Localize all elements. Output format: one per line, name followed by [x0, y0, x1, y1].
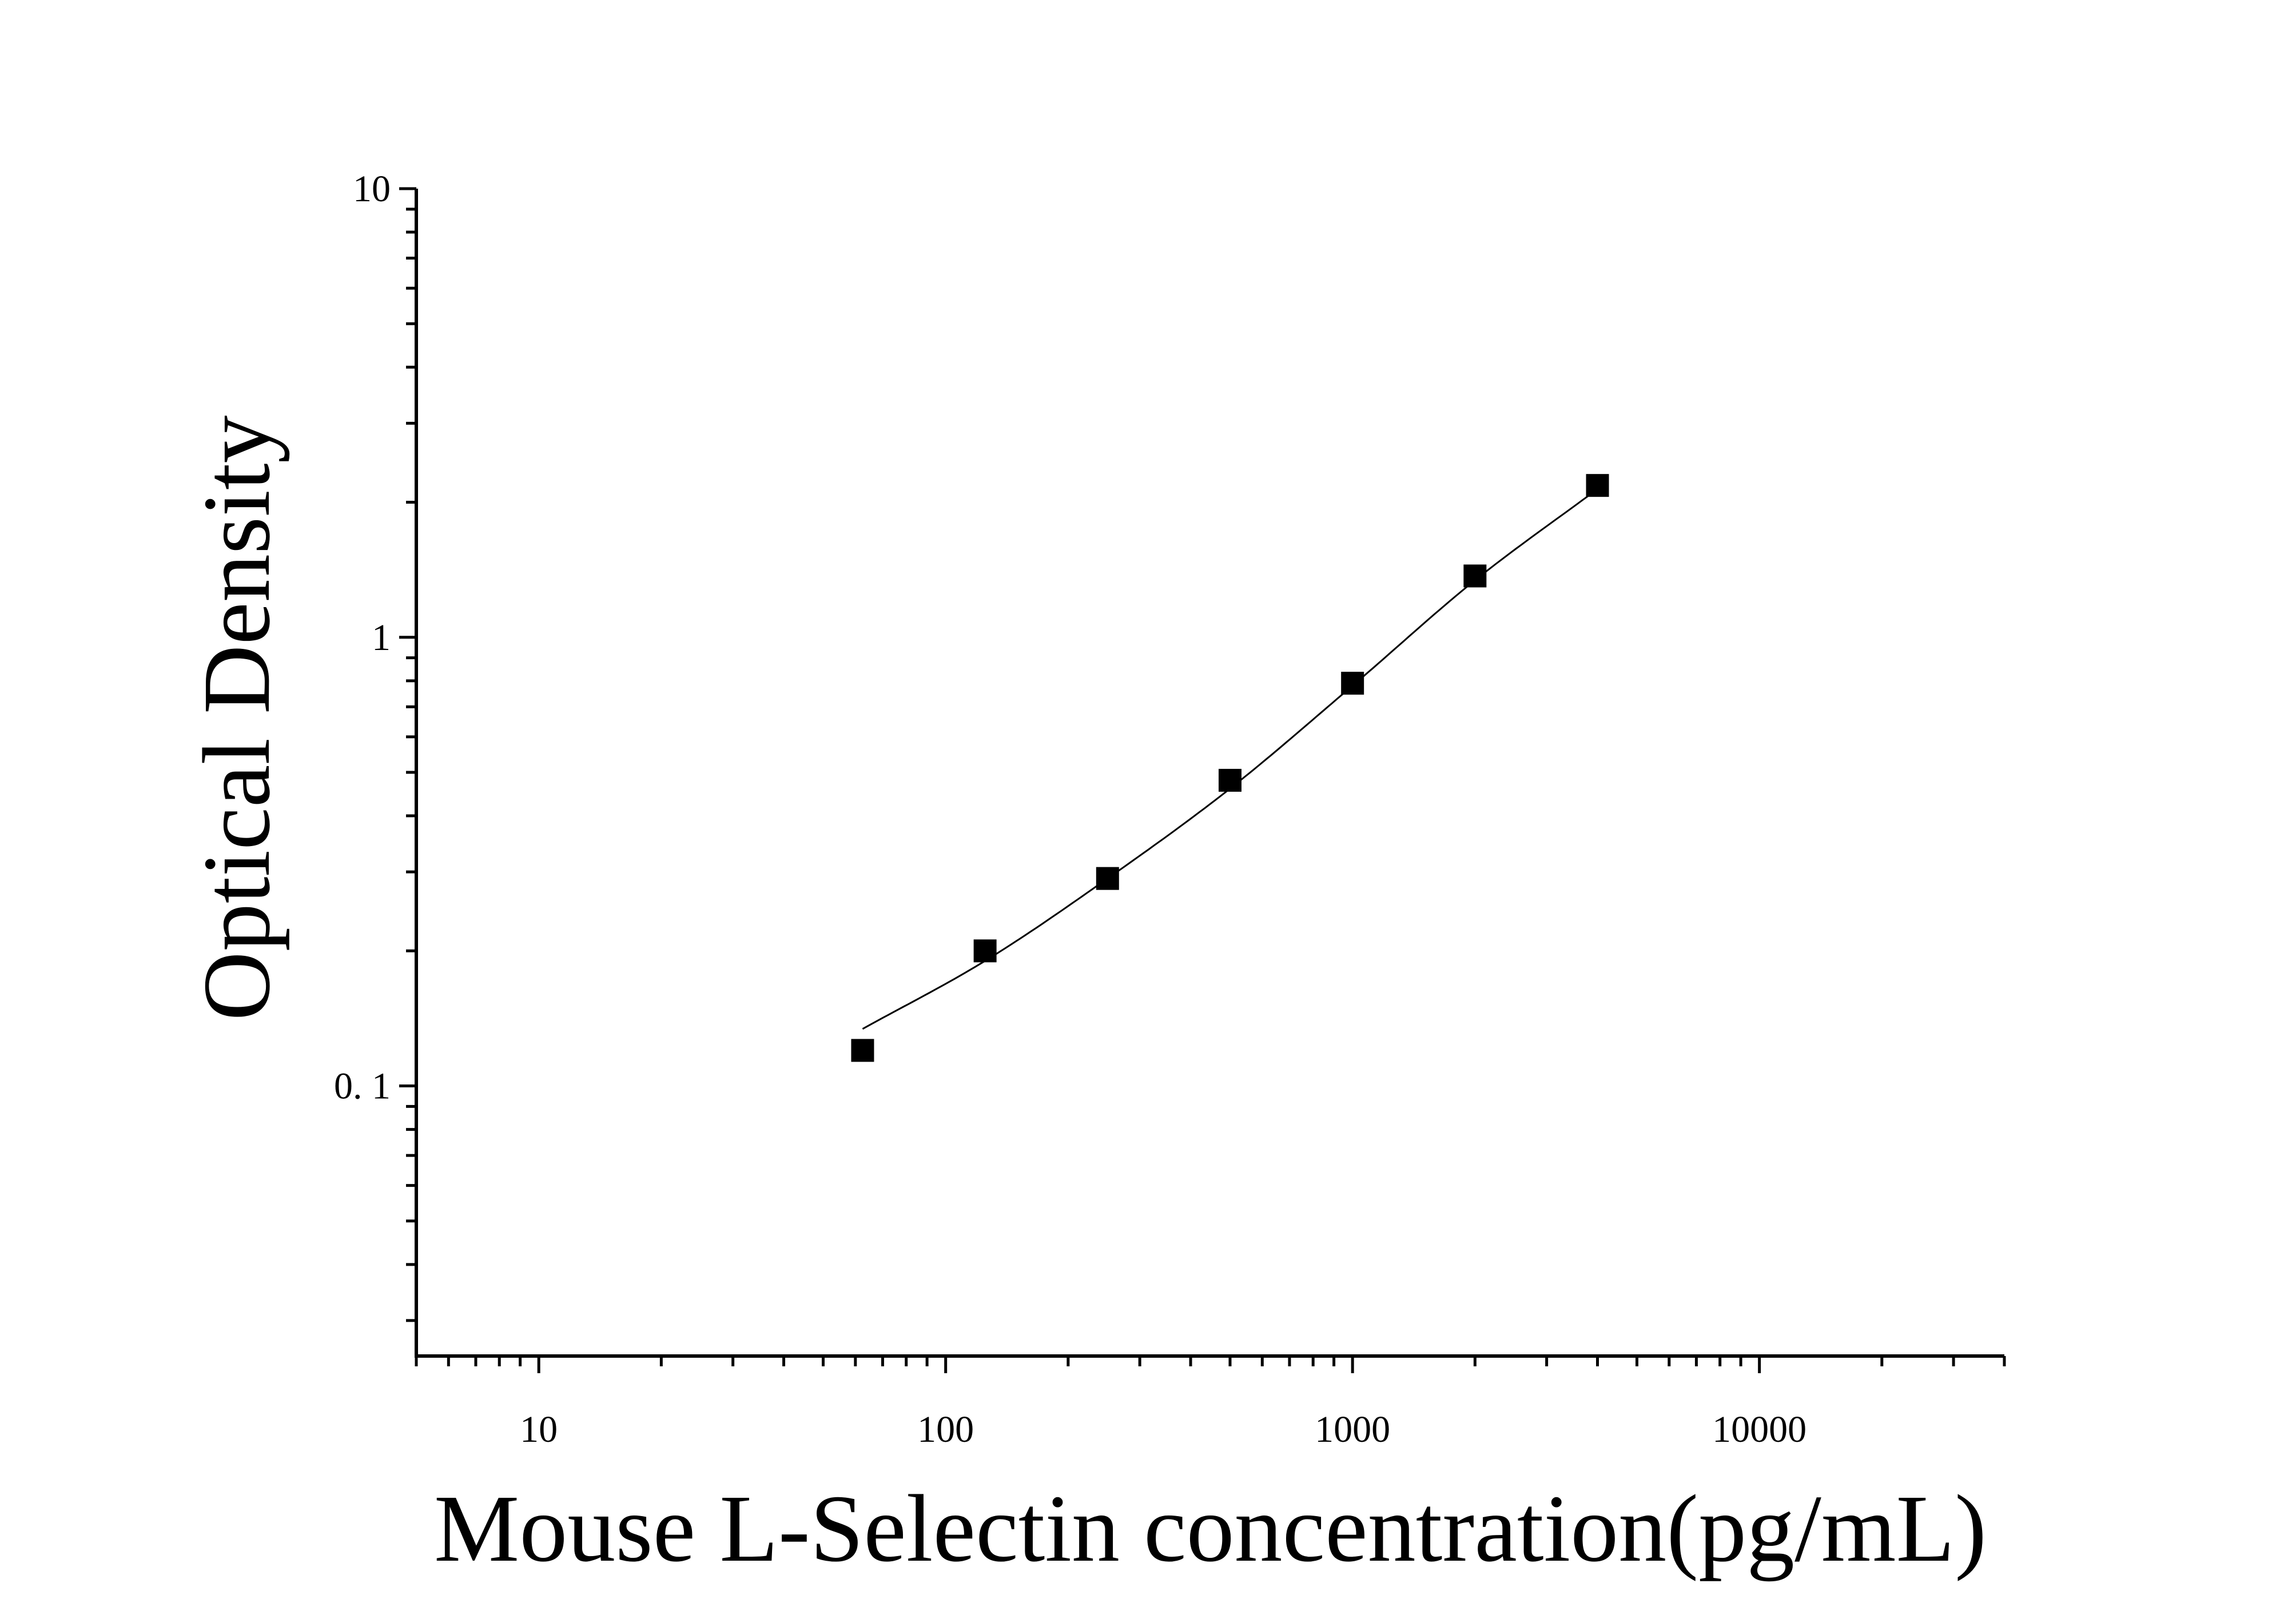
- axes: 10 100 1000 10000 0. 1 1 10: [334, 168, 2006, 1450]
- data-point: [1218, 768, 1241, 792]
- axis-titles: Mouse L-Selectin concentration(pg/mL) Opt…: [184, 415, 1987, 1582]
- data-point: [1341, 672, 1364, 695]
- data-point: [1586, 474, 1609, 497]
- data-point: [1463, 564, 1487, 588]
- x-axis-title: Mouse L-Selectin concentration(pg/mL): [434, 1476, 1987, 1582]
- fit-curve-layer: [862, 488, 1598, 1030]
- y-tick-label: 0. 1: [334, 1066, 391, 1107]
- y-tick-label: 10: [353, 168, 391, 210]
- data-points: [851, 474, 1609, 1062]
- x-tick-label: 100: [917, 1409, 974, 1450]
- data-point: [851, 1039, 874, 1062]
- y-axis-title: Optical Density: [184, 415, 290, 1020]
- x-tick-label: 1000: [1315, 1409, 1390, 1450]
- x-tick-label: 10: [520, 1409, 558, 1450]
- x-tick-label: 10000: [1712, 1409, 1806, 1450]
- data-point: [973, 939, 997, 963]
- fit-curve: [862, 488, 1598, 1030]
- y-tick-label: 1: [372, 617, 391, 659]
- data-point: [1096, 867, 1119, 890]
